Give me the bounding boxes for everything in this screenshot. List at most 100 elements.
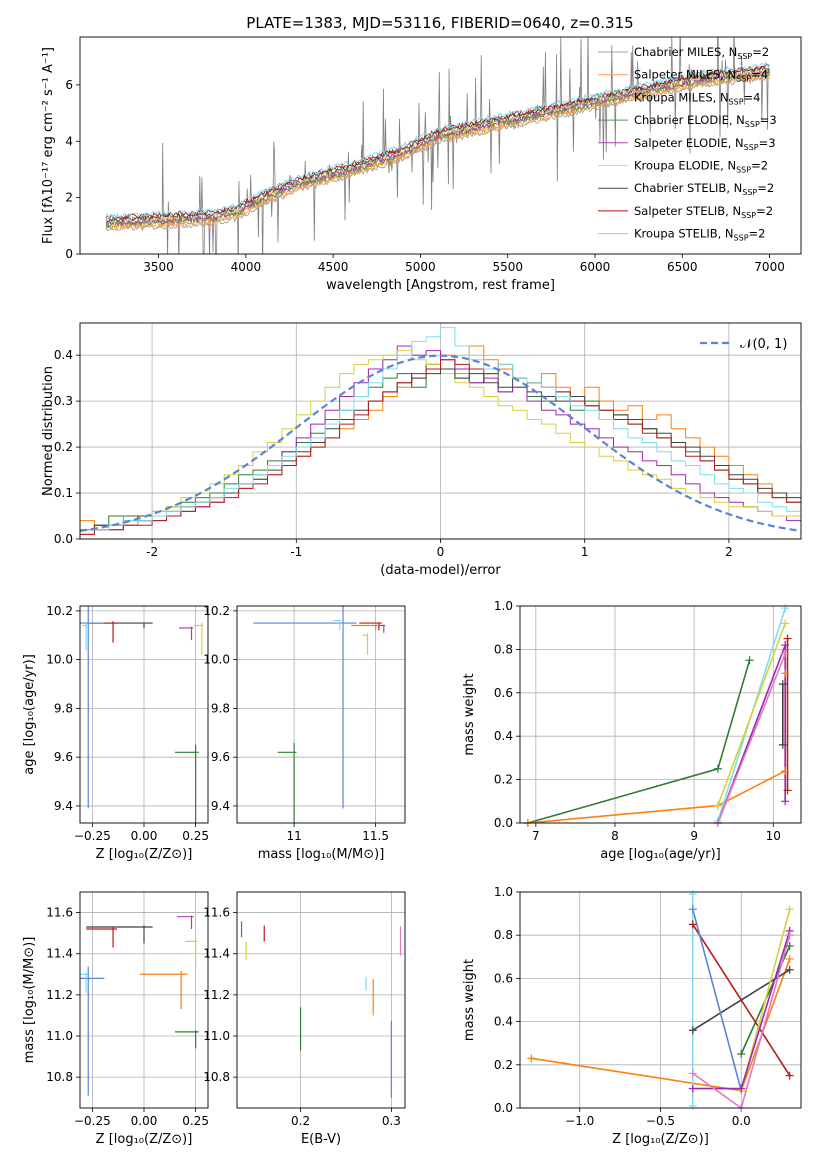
weight-marker [688, 1101, 697, 1110]
chart-mass-vs-EBV: 0.2 0.3 10.8 11.0 11.2 11.4 11.6 E(B-V) [203, 891, 406, 1147]
weight-marker [688, 905, 697, 914]
y-tick-label: 9.4 [211, 799, 230, 813]
weight-marker [781, 649, 790, 658]
weight-marker [781, 604, 790, 613]
x-tick-label: 6000 [580, 260, 611, 274]
y-tick-label: 0.6 [494, 971, 513, 985]
legend-entry: 𝒩(0, 1) [740, 337, 787, 352]
y-tick-label: 1.0 [494, 599, 513, 613]
y-tick-label: 0.3 [54, 394, 73, 408]
y-axis-label: mass weight [462, 959, 477, 1041]
x-tick-label: 3500 [143, 260, 174, 274]
y-tick-label: 0.4 [494, 729, 513, 743]
chart-mass-vs-Z: −0.25 0.00 0.25 10.8 11.0 11.2 11.4 11.6 Z [log₁… [22, 891, 209, 1147]
x-axis-label: Z [log₁₀(Z/Z⊙)] [96, 847, 193, 862]
figure-title: PLATE=1383, MJD=53116, FIBERID=0640, z=0… [246, 14, 633, 32]
y-tick-label: 11.0 [203, 1029, 230, 1043]
y-tick-label: 0.8 [494, 642, 513, 656]
x-axis-label: Z [log₁₀(Z/Z⊙)] [96, 1132, 193, 1147]
weight-marker [737, 1050, 746, 1058]
y-tick-label: 10.2 [46, 604, 73, 618]
x-tick-label: 6500 [667, 260, 698, 274]
x-tick-label: 0.25 [182, 829, 209, 843]
weight-marker [778, 680, 787, 689]
x-axis-label: Z [log₁₀(Z/Z⊙)] [612, 1132, 709, 1147]
x-tick-label: 7 [532, 829, 540, 843]
axes-frame [236, 891, 406, 1109]
x-tick-label: 0.00 [131, 829, 158, 843]
y-tick-label: 0.4 [494, 1015, 513, 1029]
weight-marker [713, 764, 722, 773]
x-tick-label: 0.0 [732, 1114, 751, 1128]
x-tick-label: −0.5 [646, 1114, 675, 1128]
y-tick-label: 9.6 [211, 750, 230, 764]
y-axis-label: Flux [fλ10⁻¹⁷ erg cm⁻² s⁻¹ A⁻¹] [41, 47, 56, 244]
y-tick-label: 6 [65, 78, 73, 92]
axes-frame [236, 605, 406, 824]
y-tick-label: 11.4 [46, 947, 73, 961]
y-tick-label: 11.0 [46, 1029, 73, 1043]
weight-marker [781, 619, 790, 628]
y-tick-label: 11.6 [46, 906, 73, 920]
model-spectrum-line [105, 75, 770, 232]
legend-entry: Kroupa ELODIE, NSSP=2 [634, 159, 768, 175]
weight-marker [785, 965, 794, 974]
legend-entry: Salpeter MILES, NSSP=4 [634, 68, 768, 84]
weight-marker [781, 641, 790, 650]
chart-age-vs-mass: 11 11.5 9.4 9.6 9.8 10.0 10.2 mass [log₁₀(M/M⊙)… [203, 604, 406, 862]
y-tick-label: 9.6 [54, 750, 73, 764]
x-axis-label: wavelength [Angstrom, rest frame] [326, 278, 555, 293]
chart-age-vs-Z: −0.25 0.00 0.25 9.4 9.6 9.8 10.0 10.2 Z [log₁₀(Z… [22, 604, 209, 862]
y-tick-label: 9.4 [54, 799, 73, 813]
x-tick-label: 4000 [231, 260, 262, 274]
model-spectrum-line [105, 61, 770, 220]
weight-marker [713, 801, 722, 810]
y-tick-label: 0.2 [54, 440, 73, 454]
axes-frame [519, 891, 802, 1109]
weight-marker [745, 656, 754, 665]
chart-residuals: -2 -1 0 1 2 0.0 0.1 0.2 0.3 0.4 (data-model)/error… [41, 322, 802, 578]
x-tick-label: 9 [690, 829, 698, 843]
weight-marker [688, 920, 697, 929]
axes-frame [79, 322, 802, 540]
y-axis-label: mass [log₁₀(M/M⊙)] [22, 937, 37, 1064]
y-tick-label: 0.0 [494, 816, 513, 830]
y-tick-label: 10.0 [46, 653, 73, 667]
weight-marker [527, 1054, 536, 1063]
weight-marker [785, 931, 794, 940]
weight-marker [781, 797, 790, 806]
weight-marker [688, 1084, 697, 1093]
x-tick-label: 0.25 [182, 1114, 209, 1128]
x-axis-label: mass [log₁₀(M/M⊙)] [258, 847, 385, 862]
legend-entry: Salpeter STELIB, NSSP=2 [634, 204, 773, 220]
x-tick-label: 5500 [492, 260, 523, 274]
histogram-step [80, 359, 801, 539]
y-tick-label: 9.8 [211, 701, 230, 715]
y-tick-label: 0.6 [494, 686, 513, 700]
x-tick-label: 0.3 [382, 1114, 401, 1128]
y-tick-label: 11.4 [203, 947, 230, 961]
y-tick-label: 1.0 [494, 885, 513, 899]
axes-frame [519, 605, 802, 824]
weight-marker [737, 1084, 746, 1093]
y-tick-label: 0 [65, 247, 73, 261]
legend-entry: Kroupa MILES, NSSP=4 [634, 90, 760, 106]
y-tick-label: 0.2 [494, 1058, 513, 1072]
weight-marker [785, 954, 794, 963]
x-tick-label: -2 [146, 545, 158, 559]
weight-marker [688, 1026, 697, 1035]
x-tick-label: 8 [611, 829, 619, 843]
x-tick-label: −0.25 [74, 1114, 111, 1128]
weight-marker [688, 890, 697, 899]
normal-curve [80, 354, 801, 532]
x-tick-label: 2 [725, 545, 733, 559]
y-tick-label: 2 [65, 191, 73, 205]
x-tick-label: 7000 [754, 260, 785, 274]
axes-frame [79, 891, 209, 1109]
y-tick-label: 9.8 [54, 701, 73, 715]
y-tick-label: 0.2 [494, 773, 513, 787]
x-axis-label: E(B-V) [301, 1132, 341, 1147]
axes-frame [79, 36, 802, 255]
y-tick-label: 11.2 [46, 988, 73, 1002]
